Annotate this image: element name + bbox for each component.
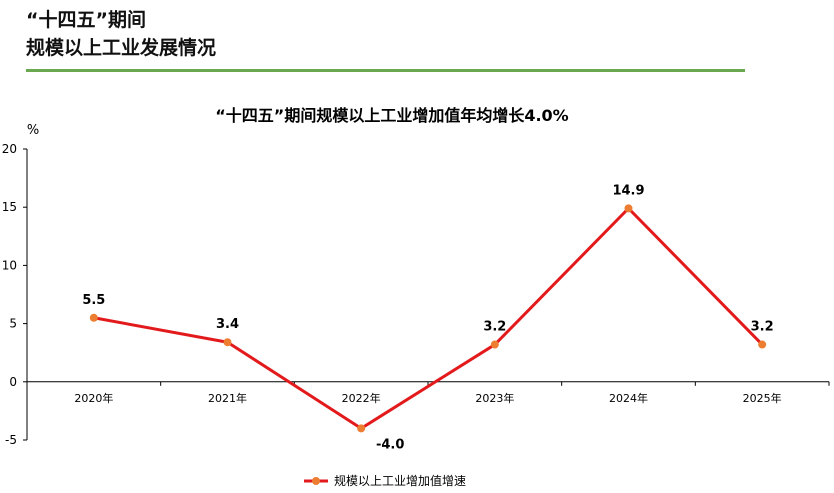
y-tick-label: 10 [2, 258, 17, 272]
data-point [89, 313, 98, 322]
data-label: 14.9 [612, 183, 644, 198]
data-point [624, 204, 633, 213]
x-tick-label: 2022年 [342, 391, 381, 405]
data-label: -4.0 [376, 437, 404, 452]
y-tick-label: 0 [9, 375, 17, 389]
series-line [93, 206, 764, 430]
x-tick-label: 2025年 [743, 391, 782, 405]
data-label: 3.2 [751, 320, 774, 335]
chart-axes: -5 0 5 10 15 20 2020年 2021年 2022年 2023年 2024年 2025年 [2, 142, 830, 447]
page-heading-line1: “十四五”期间 [26, 9, 146, 31]
chart-legend: 规模以上工业增加值增速 [304, 473, 466, 488]
y-tick-label: 5 [9, 317, 17, 331]
chart-title: “十四五”期间规模以上工业增加值年均增长4.0% [215, 106, 568, 125]
data-point [490, 340, 499, 349]
data-point [223, 338, 232, 347]
data-label: 5.5 [82, 293, 105, 308]
heading-divider [26, 69, 745, 72]
data-point [758, 340, 767, 349]
page-heading-line2: 规模以上工业发展情况 [26, 37, 217, 59]
legend-marker-swatch [312, 477, 320, 485]
legend-label: 规模以上工业增加值增速 [334, 473, 466, 488]
y-tick-label: 15 [2, 200, 17, 214]
y-axis-unit: % [27, 123, 39, 138]
x-tick-label: 2023年 [475, 391, 514, 405]
y-tick-label: 20 [2, 142, 17, 156]
x-tick-label: 2024年 [609, 391, 648, 405]
data-label: 3.2 [483, 320, 506, 335]
chart-plot-area: 5.5 3.4 -4.0 3.2 14.9 3.2 [82, 183, 773, 452]
x-tick-label: 2020年 [74, 391, 113, 405]
data-label: 3.4 [216, 317, 239, 332]
data-point [357, 424, 366, 433]
page-heading: “十四五”期间 规模以上工业发展情况 [26, 6, 216, 62]
x-tick-label: 2021年 [208, 391, 247, 405]
y-tick-label: -5 [5, 433, 17, 447]
